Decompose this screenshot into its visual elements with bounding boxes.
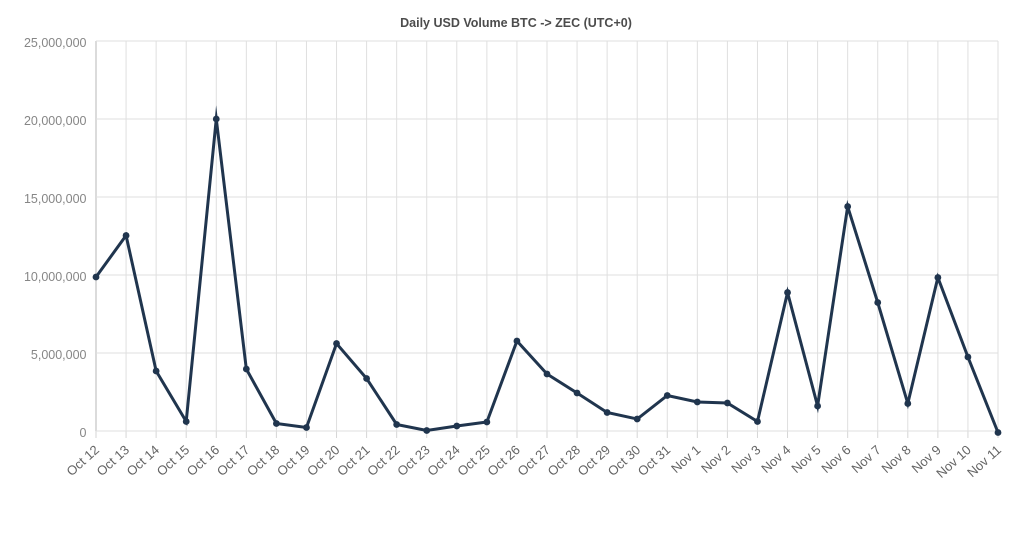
svg-text:25,000,000: 25,000,000: [24, 36, 87, 50]
svg-text:10,000,000: 10,000,000: [24, 270, 87, 284]
svg-text:Daily USD Volume BTC -> ZEC (U: Daily USD Volume BTC -> ZEC (UTC+0): [400, 16, 632, 30]
svg-text:5,000,000: 5,000,000: [31, 348, 87, 362]
svg-text:20,000,000: 20,000,000: [24, 114, 87, 128]
svg-text:15,000,000: 15,000,000: [24, 192, 87, 206]
svg-text:0: 0: [80, 426, 87, 440]
